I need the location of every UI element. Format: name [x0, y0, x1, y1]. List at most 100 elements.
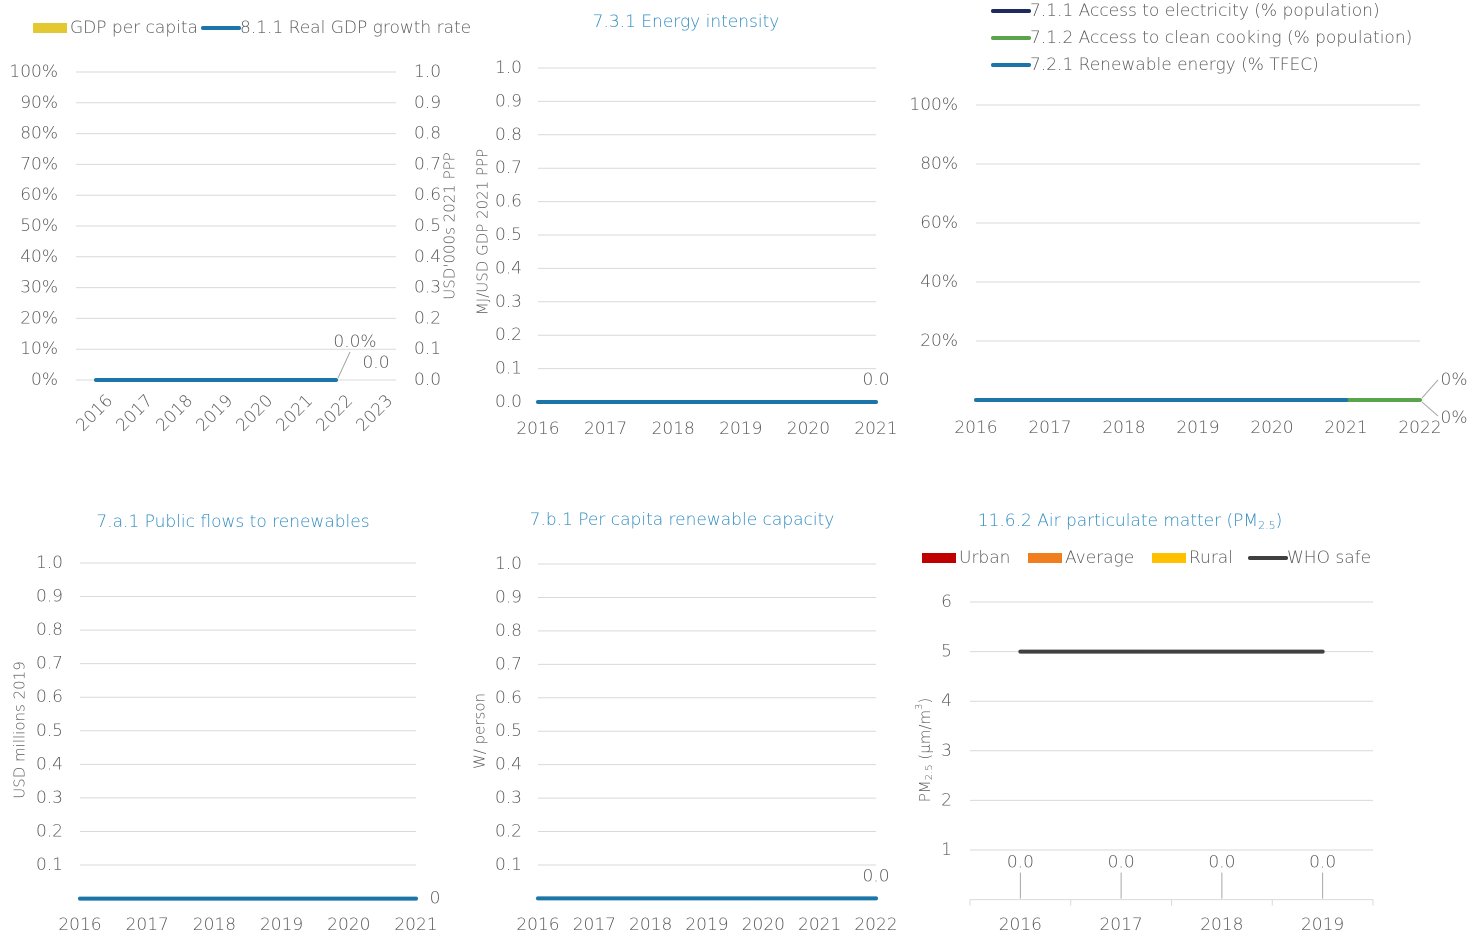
y-tick-label: 0%: [31, 370, 58, 390]
y-tick-label: 40%: [20, 247, 58, 267]
y-tick-label: 4: [941, 691, 952, 711]
legend-label: Urban: [959, 548, 1010, 568]
x-tick-label: 2021: [854, 419, 897, 439]
y2-tick-label: 0.1: [414, 339, 441, 359]
y-axis-label: W/ person: [471, 693, 489, 769]
y-tick-label: 100%: [909, 95, 958, 115]
y2-tick-label: 0.6: [414, 185, 441, 205]
x-tick-label: 2020: [1250, 418, 1293, 438]
x-tick-label: 2018: [1200, 915, 1243, 934]
y2-tick-label: 0.3: [414, 278, 441, 298]
data-label: 0.0: [1007, 853, 1034, 873]
data-label: 0.0: [862, 866, 889, 886]
data-label: 0.0: [1208, 853, 1235, 873]
y-tick-label: 80%: [20, 124, 58, 144]
label-part: (µm/m: [916, 710, 934, 764]
x-tick-label: 2018: [152, 391, 197, 436]
y-tick-label: 70%: [20, 154, 58, 174]
x-tick-label: 2016: [516, 419, 559, 439]
legend-swatch: [1028, 553, 1062, 563]
x-tick-label: 2020: [742, 915, 785, 934]
legend-swatch: [1152, 553, 1186, 563]
x-tick-label: 2022: [854, 915, 897, 934]
data-label: 0.0: [362, 353, 389, 373]
label-leader: [1421, 401, 1439, 417]
x-tick-label: 2018: [629, 915, 672, 934]
y-tick-label: 0.5: [495, 721, 522, 741]
x-tick-label: 2020: [327, 915, 370, 934]
chart-title: 11.6.2 Air particulate matter (PM2.5): [978, 511, 1282, 532]
y-tick-label: 0.1: [495, 855, 522, 875]
y-tick-label: 0.9: [495, 91, 522, 111]
y-tick-label: 0.6: [495, 192, 522, 212]
y2-axis-label: USD'000s 2021 PPP: [441, 152, 459, 299]
y-tick-label: 0.9: [36, 587, 63, 607]
x-tick-label: 2019: [719, 419, 762, 439]
legend-label: Rural: [1189, 548, 1233, 568]
y-tick-label: 0.2: [495, 822, 522, 842]
y-tick-label: 40%: [920, 272, 958, 292]
x-tick-label: 2016: [516, 915, 559, 934]
legend-label: 8.1.1 Real GDP growth rate: [240, 18, 471, 38]
y2-tick-label: 0.2: [414, 308, 441, 328]
x-tick-label: 2022: [312, 391, 357, 436]
y-tick-label: 0.2: [495, 325, 522, 345]
data-label: 0.0: [862, 370, 889, 390]
y-tick-label: 0.0: [495, 392, 522, 412]
label-leader: [337, 351, 351, 379]
x-tick-label: 2020: [232, 391, 277, 436]
y-tick-label: 30%: [20, 278, 58, 298]
chart-title: 7.a.1 Public flows to renewables: [96, 512, 369, 532]
x-tick-label: 2021: [798, 915, 841, 934]
data-label: 0: [430, 889, 441, 909]
y2-tick-label: 0.7: [414, 154, 441, 174]
y2-tick-label: 0.5: [414, 216, 441, 236]
y-tick-label: 0.5: [36, 721, 63, 741]
legend-label: 7.1.1 Access to electricity (% populatio…: [1030, 1, 1380, 21]
data-label: 0%: [1441, 370, 1467, 390]
y-tick-label: 0.3: [495, 788, 522, 808]
y2-tick-label: 0.4: [414, 247, 441, 267]
y-tick-label: 80%: [920, 154, 958, 174]
x-tick-label: 2020: [787, 419, 830, 439]
y-tick-label: 0.9: [495, 587, 522, 607]
y-tick-label: 20%: [20, 308, 58, 328]
y-tick-label: 0.8: [495, 621, 522, 641]
legend-label: 7.1.2 Access to clean cooking (% populat…: [1030, 28, 1412, 48]
x-tick-label: 2019: [1176, 418, 1219, 438]
legend-swatch: [922, 553, 956, 563]
legend-label: Average: [1065, 548, 1134, 568]
y-tick-label: 6: [941, 592, 952, 612]
y2-tick-label: 1.0: [414, 62, 441, 82]
y2-tick-label: 0.9: [414, 93, 441, 113]
x-tick-label: 2017: [126, 915, 169, 934]
y-tick-label: 60%: [20, 185, 58, 205]
x-tick-label: 2016: [72, 391, 117, 436]
y-tick-label: 0.4: [36, 754, 63, 774]
label-part: PM: [916, 780, 934, 802]
data-label: 0.0%: [333, 332, 376, 352]
y-axis-label: MJ/USD GDP 2021 PPP: [474, 149, 492, 315]
data-label: 0.0: [1309, 853, 1336, 873]
y-tick-label: 90%: [20, 93, 58, 113]
x-tick-label: 2018: [652, 419, 695, 439]
label-subscript: 2.5: [924, 764, 935, 780]
x-tick-label: 2016: [954, 418, 997, 438]
y-tick-label: 1.0: [495, 554, 522, 574]
x-tick-label: 2017: [1028, 418, 1071, 438]
x-tick-label: 2021: [272, 391, 317, 436]
label-part: ): [916, 698, 934, 704]
y-tick-label: 60%: [920, 213, 958, 233]
y-axis-label: USD millions 2019: [11, 661, 29, 799]
data-label: 0%: [1441, 408, 1467, 428]
y-tick-label: 0.6: [495, 688, 522, 708]
y-tick-label: 100%: [9, 62, 58, 82]
y-tick-label: 0.8: [495, 125, 522, 145]
data-label: 0.0: [1108, 853, 1135, 873]
legend-label: GDP per capita: [70, 18, 198, 38]
y-tick-label: 0.4: [495, 258, 522, 278]
x-tick-label: 2017: [112, 391, 157, 436]
y-tick-label: 0.1: [36, 855, 63, 875]
legend-label: WHO safe: [1287, 548, 1371, 568]
